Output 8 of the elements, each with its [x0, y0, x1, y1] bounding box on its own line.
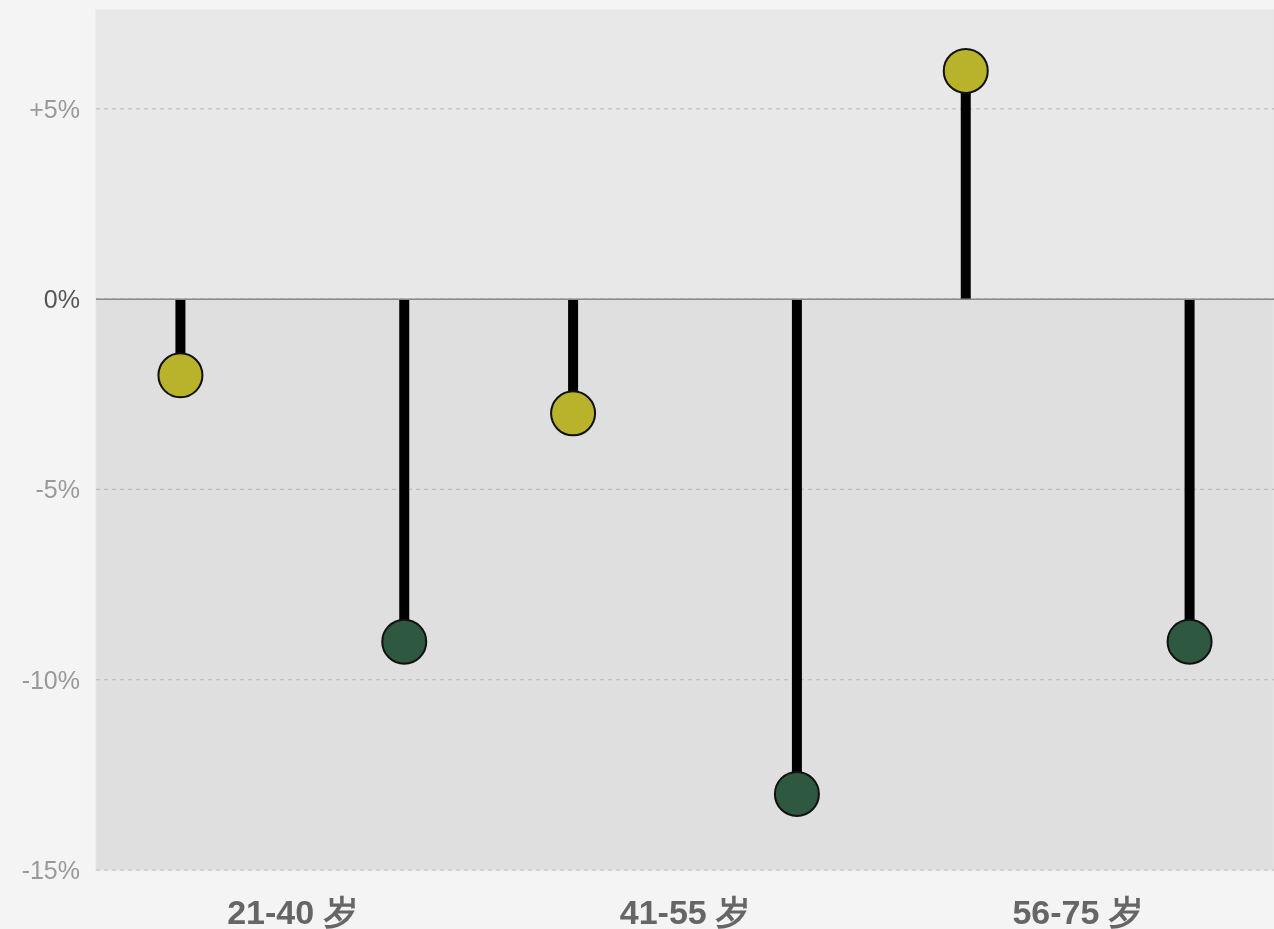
- y-tick-label: -15%: [21, 856, 80, 884]
- y-tick-label: -10%: [21, 665, 80, 694]
- y-tick-label: 0%: [43, 285, 80, 314]
- x-tick-label: 21-40 岁: [227, 893, 358, 929]
- x-tick-label: 56-75 岁: [1012, 893, 1143, 929]
- y-tick-label: +5%: [29, 94, 80, 123]
- y-tick-label: -5%: [35, 475, 80, 504]
- x-tick-label: 41-55 岁: [619, 893, 751, 929]
